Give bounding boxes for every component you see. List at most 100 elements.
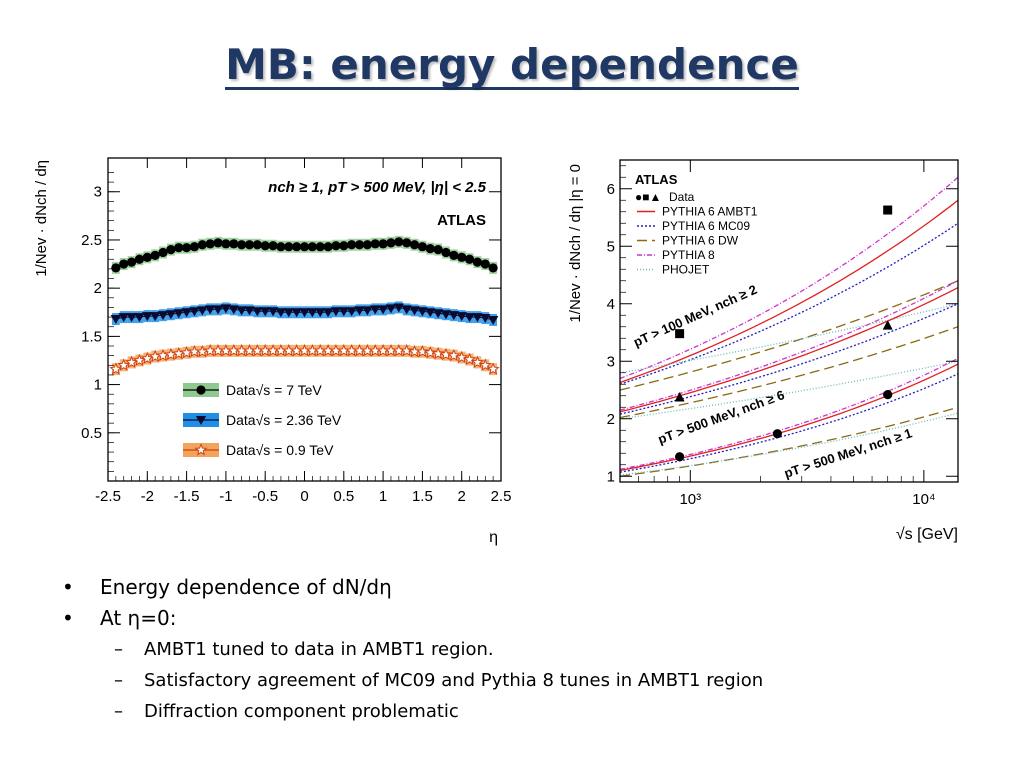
region-label: pT > 500 MeV, nch ≥ 6 <box>656 387 787 447</box>
slide-title-text: MB: energy dependence <box>225 40 799 91</box>
model-curve <box>619 357 959 471</box>
data-point <box>140 351 154 365</box>
data-point <box>472 313 483 323</box>
data-point <box>447 348 461 362</box>
slide-title: MB: energy dependence <box>0 40 1024 91</box>
legend-label: PYTHIA 6 DW <box>662 234 739 248</box>
data-point <box>291 308 302 318</box>
x-tick-label: 10⁴ <box>912 491 935 508</box>
data-point <box>166 244 176 255</box>
series-markers <box>110 303 499 325</box>
data-point <box>244 306 255 316</box>
y-tick-label: 4 <box>607 296 615 313</box>
model-curve <box>619 406 959 477</box>
data-point <box>165 310 177 320</box>
data-point <box>307 308 318 318</box>
data-point <box>276 242 286 252</box>
energy-dependence-chart: 1 2 3 4 5 6 10³ 10⁴ √s [GeV] 1/Nev · dNch / dη |η… <box>560 152 970 552</box>
bullet-text: At η=0: <box>100 606 177 630</box>
model-curve <box>619 287 959 413</box>
data-point <box>400 343 414 357</box>
model-curve <box>619 326 959 419</box>
x-tick-label: -1.5 <box>174 488 200 505</box>
data-point <box>252 240 262 250</box>
data-point <box>315 308 326 318</box>
data-point <box>354 240 365 250</box>
error-band-group <box>111 235 498 274</box>
data-point <box>385 304 397 314</box>
data-point <box>307 242 317 252</box>
y-tick-label: 2.5 <box>81 232 102 249</box>
region-label: pT > 500 MeV, nch ≥ 1 <box>782 425 914 481</box>
data-point <box>370 239 380 249</box>
x-tick-label: 2.5 <box>491 488 512 505</box>
data-point <box>480 259 490 269</box>
sub-bullet-text: Satisfactory agreement of MC09 and Pythi… <box>144 670 764 691</box>
data-point <box>338 307 349 317</box>
data-point <box>457 252 467 262</box>
data-point <box>292 242 302 252</box>
sub-bullet-text: Diffraction component problematic <box>144 701 459 722</box>
model-curve <box>619 176 959 380</box>
x-tick-label: 2 <box>458 488 466 505</box>
y-tick-label: 5 <box>607 238 615 255</box>
data-point <box>260 307 271 317</box>
data-point <box>464 313 475 323</box>
data-point <box>440 310 452 320</box>
y-tick-label: 6 <box>607 181 615 198</box>
data-point <box>173 309 184 319</box>
data-point <box>315 242 325 252</box>
data-point <box>331 241 341 251</box>
eta-distribution-chart: -2.5 -2 -1.5 -1 -0.5 0 0.5 1 1.5 2 2.5 0.5 1 1.5 2 2.5 3… <box>28 150 528 550</box>
data-point <box>150 250 160 260</box>
data-point <box>229 239 239 249</box>
data-point <box>142 312 153 322</box>
data-point <box>182 243 192 253</box>
y-tick-label: 1 <box>94 377 102 394</box>
plot-frame <box>619 159 959 483</box>
data-point <box>197 306 208 316</box>
data-point <box>322 308 334 318</box>
data-point <box>488 263 498 273</box>
data-point <box>212 305 224 315</box>
y-tick-label: 3 <box>94 184 102 201</box>
data-point <box>882 320 893 330</box>
model-curve <box>619 412 959 476</box>
data-point <box>433 244 443 255</box>
y-axis-label: 1/Nev · dNch / dη <box>33 160 50 277</box>
data-point <box>189 307 200 317</box>
data-point <box>221 239 231 249</box>
data-point <box>455 350 469 364</box>
bullet-dash: – <box>114 670 123 691</box>
data-point <box>197 240 207 250</box>
data-point <box>441 247 451 258</box>
model-curve <box>619 280 959 411</box>
data-point <box>157 311 169 321</box>
data-point <box>772 429 783 439</box>
data-point <box>196 385 206 395</box>
x-tick-label: -2.5 <box>95 488 121 505</box>
experiment-label: ATLAS <box>635 172 678 187</box>
legend-label: Data <box>669 190 695 204</box>
bullet-item: • Energy dependence of dN/dη <box>62 572 1002 603</box>
legend-label: PHOJET <box>662 263 710 277</box>
data-point <box>470 355 485 369</box>
bullet-item: • At η=0: <box>62 603 1002 634</box>
data-point <box>480 314 491 324</box>
data-point <box>174 243 184 253</box>
data-point <box>417 307 428 317</box>
data-point <box>189 242 200 252</box>
data-point <box>439 347 453 361</box>
x-axis-label: η <box>489 529 498 546</box>
y-axis-label: 1/Nev · dNch / dη |η = 0 <box>567 164 584 323</box>
model-curve <box>619 360 959 420</box>
model-curve <box>619 222 959 385</box>
legend-label: PYTHIA 8 <box>662 248 715 262</box>
data-point <box>463 352 477 366</box>
model-curve <box>619 199 959 384</box>
data-point <box>126 257 137 267</box>
data-point <box>252 307 263 317</box>
data-point <box>346 307 357 317</box>
data-point <box>195 416 207 425</box>
y-tick-label: 2 <box>94 280 102 297</box>
